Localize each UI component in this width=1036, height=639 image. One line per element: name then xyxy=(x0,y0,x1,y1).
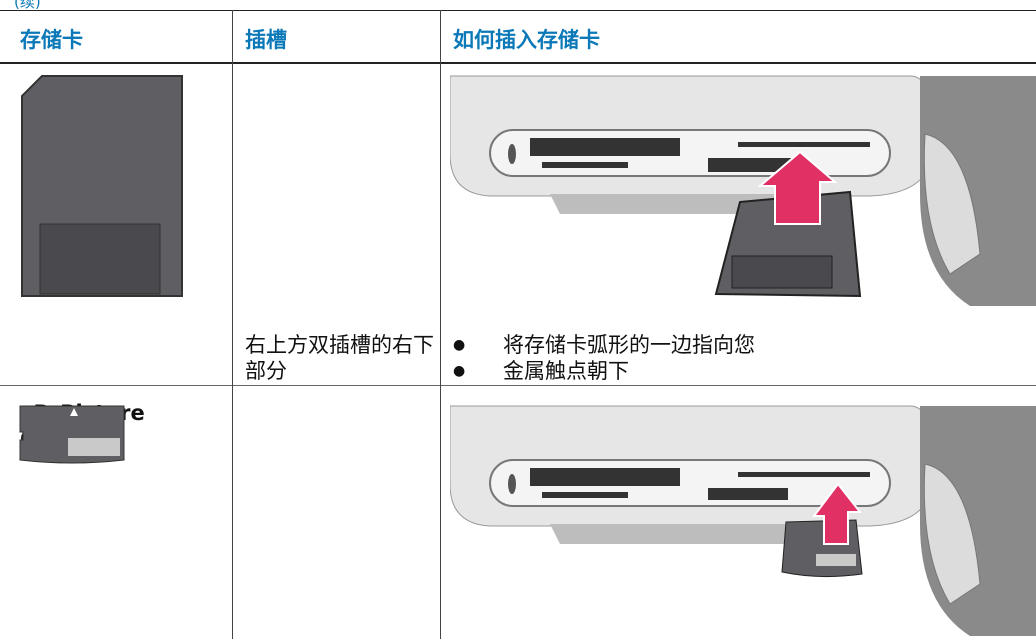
continued-label: (续) xyxy=(14,0,41,11)
step: 金属触点朝下 xyxy=(453,358,1023,384)
table-top-rule xyxy=(0,10,1036,11)
header-cell: 插槽 xyxy=(245,28,287,52)
header-rule xyxy=(0,62,1036,64)
slot-description: 右上方双插槽的右下部分 xyxy=(245,333,434,383)
column-divider xyxy=(232,10,233,639)
column-divider xyxy=(440,10,441,639)
steps-list: 将存储卡弧形的一边指向您 金属触点朝下 xyxy=(453,332,1023,384)
printer-slot-illustration xyxy=(450,75,1036,306)
printer-slot-illustration xyxy=(450,405,1036,636)
header-cell: 存储卡 xyxy=(20,28,83,52)
step: 将存储卡弧形的一边指向您 xyxy=(453,332,1023,358)
xd-card-illustration xyxy=(19,405,125,464)
sd-card-illustration xyxy=(21,75,183,297)
header-cell: 如何插入存储卡 xyxy=(453,28,600,52)
row-rule xyxy=(0,385,1036,386)
